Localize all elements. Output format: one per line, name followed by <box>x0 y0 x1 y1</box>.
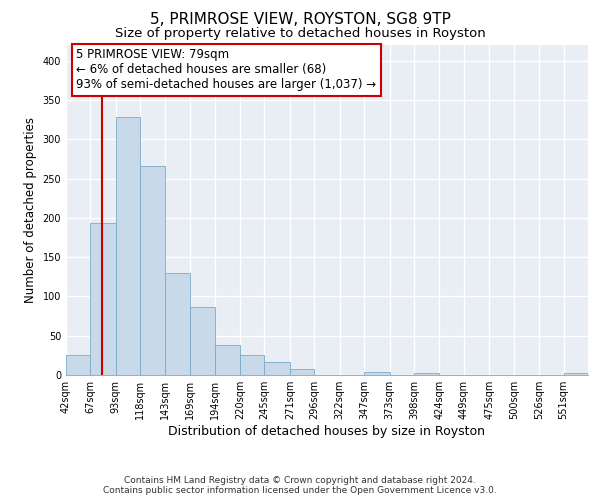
Text: 5 PRIMROSE VIEW: 79sqm
← 6% of detached houses are smaller (68)
93% of semi-deta: 5 PRIMROSE VIEW: 79sqm ← 6% of detached … <box>76 48 377 92</box>
Bar <box>563 372 588 375</box>
Text: Contains HM Land Registry data © Crown copyright and database right 2024.
Contai: Contains HM Land Registry data © Crown c… <box>103 476 497 495</box>
Y-axis label: Number of detached properties: Number of detached properties <box>24 117 37 303</box>
Text: 5, PRIMROSE VIEW, ROYSTON, SG8 9TP: 5, PRIMROSE VIEW, ROYSTON, SG8 9TP <box>149 12 451 28</box>
Bar <box>290 368 314 375</box>
Bar <box>91 224 116 375</box>
Bar <box>165 273 190 375</box>
Bar <box>66 356 91 375</box>
Bar <box>140 166 165 375</box>
Bar <box>414 372 439 375</box>
Bar <box>190 308 215 375</box>
Bar <box>265 362 290 375</box>
X-axis label: Distribution of detached houses by size in Royston: Distribution of detached houses by size … <box>169 425 485 438</box>
Bar <box>215 345 240 375</box>
Bar <box>364 372 389 375</box>
Text: Size of property relative to detached houses in Royston: Size of property relative to detached ho… <box>115 28 485 40</box>
Bar <box>116 118 140 375</box>
Bar <box>240 356 265 375</box>
